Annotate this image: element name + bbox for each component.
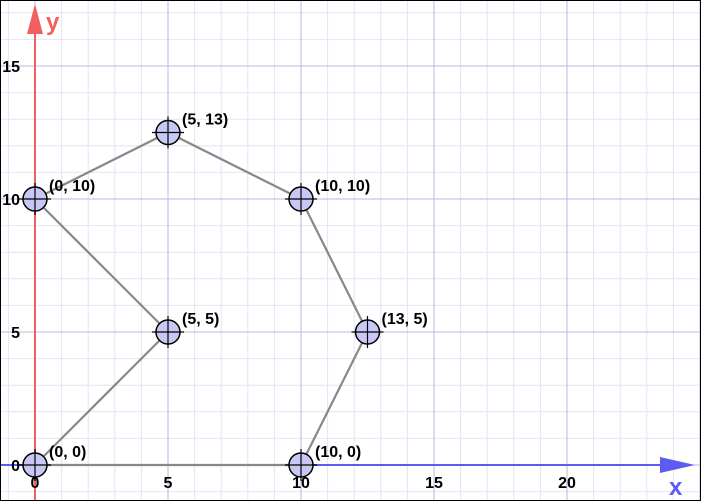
edge-D-E	[166, 131, 303, 201]
y-axis-label: y	[46, 9, 60, 36]
y-tick-label: 5	[11, 325, 20, 342]
point-A[interactable]: (0, 0)	[19, 444, 86, 481]
point-E[interactable]: (10, 10)	[285, 178, 370, 215]
edge-C-D	[33, 131, 170, 201]
point-label: (0, 10)	[49, 178, 95, 195]
x-tick-label: 20	[558, 475, 576, 492]
y-axis-arrow	[27, 4, 43, 34]
x-tick-label: 5	[164, 475, 173, 492]
x-tick-label: 0	[31, 475, 40, 492]
points: (0, 0) (5, 5) (0, 10) (5, 13) (10, 10) (13, 5…	[19, 112, 428, 481]
edge-B-C	[33, 197, 170, 334]
point-B[interactable]: (5, 5)	[152, 311, 219, 348]
x-axis-label: x	[669, 474, 683, 501]
point-label: (10, 10)	[315, 178, 370, 195]
y-tick-label: 15	[2, 59, 20, 76]
y-tick-label: 10	[2, 192, 20, 209]
tick-labels: 0 5 10 15 20 0 5 10 15	[2, 59, 576, 492]
point-label: (10, 0)	[315, 444, 361, 461]
y-tick-label: 0	[11, 458, 20, 475]
point-C[interactable]: (0, 10)	[19, 178, 95, 215]
edge-F-G	[299, 330, 369, 467]
polygon-edges	[33, 131, 369, 467]
point-label: (5, 5)	[182, 311, 219, 328]
point-label: (0, 0)	[49, 444, 86, 461]
point-G[interactable]: (10, 0)	[285, 444, 361, 481]
x-tick-label: 15	[425, 475, 443, 492]
point-label: (13, 5)	[382, 311, 428, 328]
point-F[interactable]: (13, 5)	[351, 311, 428, 348]
x-axis-arrow	[660, 457, 695, 473]
edge-A-B	[33, 330, 170, 467]
edge-E-F	[299, 197, 369, 334]
point-label: (5, 13)	[182, 112, 228, 129]
point-D[interactable]: (5, 13)	[152, 112, 228, 149]
x-tick-label: 10	[292, 475, 310, 492]
